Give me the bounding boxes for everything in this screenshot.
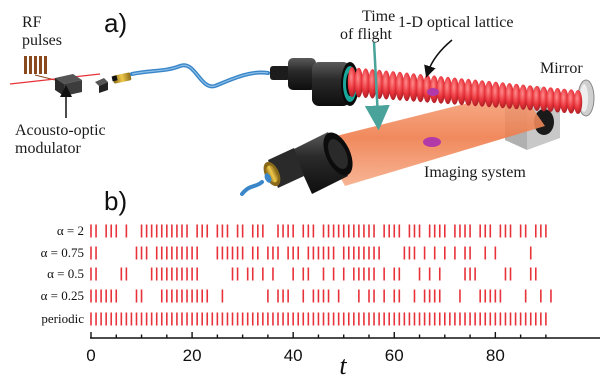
lattice-site [560, 88, 569, 114]
aom-label-line2: modulator [15, 140, 81, 157]
lattice-site [546, 87, 555, 112]
x-tick-label: 40 [284, 346, 303, 365]
panel-a-label: a) [104, 8, 128, 38]
lattice-site [505, 83, 514, 109]
lattice-site [464, 78, 473, 106]
imaging-camera-icon [263, 132, 353, 194]
panel-b-label: b) [104, 186, 128, 216]
lattice-site [402, 72, 411, 102]
rf-pulses-label-line1: RF [22, 14, 42, 31]
lattice-site [525, 85, 535, 111]
lattice-site [498, 82, 507, 109]
lattice-site [539, 86, 548, 112]
atom-cloud-imaging [423, 137, 441, 147]
atom-cloud-lattice [427, 88, 439, 96]
lattice-site [457, 78, 466, 106]
x-tick-label: 80 [486, 346, 505, 365]
lattice-site [477, 80, 487, 107]
imaging-system-label: Imaging system [424, 164, 526, 181]
lattice-pointer-arrow [424, 39, 453, 78]
rf-pulses-icon [24, 56, 47, 74]
lattice-site [573, 90, 583, 114]
fiber-coupler-icon [95, 78, 108, 93]
x-tick-label: 60 [385, 346, 404, 365]
lattice-site [423, 74, 432, 103]
rf-pulses-label-line2: pulses [22, 32, 62, 49]
optical-setup-illustration [9, 39, 595, 196]
lattice-site [512, 83, 521, 110]
series-label: α = 0.75 [41, 245, 84, 260]
lattice-site [395, 71, 405, 101]
lattice-site [347, 67, 357, 97]
lattice-site [450, 77, 459, 105]
lattice-site [484, 80, 494, 108]
lattice-site [471, 79, 480, 107]
series-label: periodic [41, 311, 84, 326]
series-label: α = 2 [57, 223, 84, 238]
mirror-label: Mirror [540, 60, 583, 77]
tof-label-line2: of flight [340, 26, 392, 43]
lattice-site [409, 73, 418, 102]
series-label: α = 0.25 [41, 288, 84, 303]
aom-label-line1: Acousto-optic [15, 122, 106, 139]
lattice-label: 1-D optical lattice [398, 14, 514, 31]
acousto-optic-modulator-icon [55, 74, 82, 96]
lattice-site [567, 89, 576, 114]
time-of-flight-arrow [364, 41, 390, 131]
lattice-site [491, 81, 500, 108]
lattice-site [388, 71, 398, 101]
lattice-site [436, 76, 446, 104]
optical-lattice-beam [347, 67, 583, 114]
lattice-site [354, 67, 363, 98]
tof-label-line1: Time [362, 8, 396, 25]
lattice-site [382, 70, 391, 100]
x-tick-label: 20 [183, 346, 202, 365]
lattice-site [532, 85, 542, 111]
x-axis-label: t [339, 351, 347, 377]
fiber-connector-icon [111, 72, 132, 84]
lattice-site [416, 74, 425, 103]
x-tick-label: 0 [86, 346, 95, 365]
lattice-site [443, 76, 453, 105]
series-label: α = 0.5 [47, 266, 84, 281]
lattice-site [361, 68, 370, 98]
camera-fiber [240, 180, 264, 196]
lattice-site [519, 84, 528, 110]
lattice-site [553, 87, 562, 113]
